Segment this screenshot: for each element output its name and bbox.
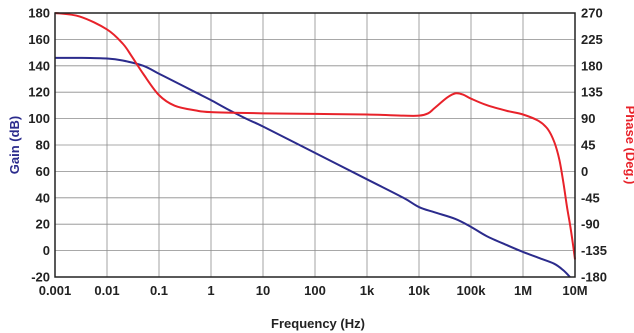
y-right-tick-label: 135 — [581, 85, 603, 100]
y-left-tick-label: -20 — [31, 270, 50, 285]
x-tick-label: 0.001 — [39, 283, 72, 298]
y-right-tick-label: 0 — [581, 164, 588, 179]
y-left-tick-label: 20 — [36, 217, 50, 232]
y-right-tick-label: -45 — [581, 190, 600, 205]
y-left-tick-label: 0 — [43, 243, 50, 258]
series-lines — [54, 12, 576, 278]
y-right-tick-label: 90 — [581, 111, 595, 126]
y-right-tick-label: 180 — [581, 58, 603, 73]
x-tick-label: 100 — [304, 283, 326, 298]
y-left-tick-label: 100 — [28, 111, 50, 126]
y-right-tick-label: -90 — [581, 217, 600, 232]
y-left-tick-label: 60 — [36, 164, 50, 179]
y-left-tick-label: 180 — [28, 6, 50, 21]
x-tick-label: 10 — [256, 283, 270, 298]
x-tick-label: 1k — [360, 283, 375, 298]
phase-series-line — [54, 12, 576, 260]
y-left-tick-label: 120 — [28, 85, 50, 100]
x-tick-label: 1M — [514, 283, 532, 298]
x-axis-label: Frequency (Hz) — [271, 316, 365, 331]
y-left-tick-label: 40 — [36, 190, 50, 205]
y-right-tick-label: 225 — [581, 32, 603, 47]
x-tick-label: 1 — [207, 283, 214, 298]
grid-lines — [55, 13, 575, 277]
y-right-tick-label: -135 — [581, 243, 607, 258]
x-tick-label: 0.1 — [150, 283, 168, 298]
y-left-tick-label: 80 — [36, 138, 50, 153]
y-right-tick-label: 270 — [581, 6, 603, 21]
y-axis-right-label: Phase (Deg.) — [623, 106, 634, 185]
y-left-tick-label: 160 — [28, 32, 50, 47]
plot-frame — [54, 12, 576, 278]
x-tick-label: 10k — [408, 283, 430, 298]
x-tick-label: 0.01 — [94, 283, 119, 298]
tick-labels: 0.001 0.01 0.1 1 10 100 1k 10k 100k 1M 10M -20 0 20 40… — [28, 6, 607, 299]
x-tick-label: 100k — [457, 283, 487, 298]
y-axis-left-label: Gain (dB) — [7, 116, 22, 175]
x-tick-label: 10M — [562, 283, 587, 298]
y-right-tick-label: -180 — [581, 270, 607, 285]
y-right-tick-label: 45 — [581, 138, 595, 153]
y-left-tick-label: 140 — [28, 58, 50, 73]
gain-series-line — [54, 56, 571, 278]
